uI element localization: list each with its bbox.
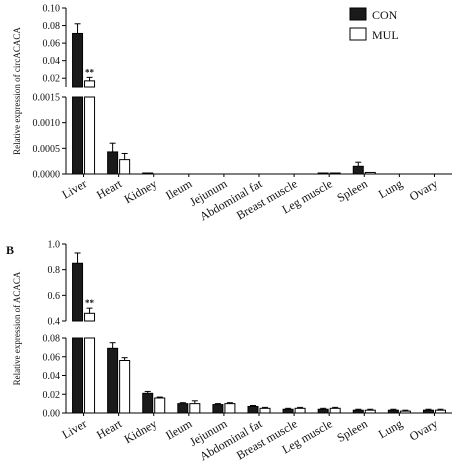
significance-marker: ** (85, 298, 95, 308)
bar-mul (434, 409, 446, 414)
y-tick-label: 0.0010 (33, 118, 61, 129)
bar-con (142, 392, 154, 414)
bar-mul (259, 407, 271, 414)
bar-mul (329, 172, 341, 175)
bar-con (282, 408, 294, 414)
y-tick-label: 0.02 (43, 74, 61, 85)
y-tick-label: 0.0015 (33, 93, 61, 104)
x-tick-label: Ovary (407, 416, 440, 443)
x-tick-label: Lung (376, 416, 405, 441)
bar-con (387, 409, 399, 414)
y-tick-label: 0.8 (48, 265, 61, 276)
y-tick-label: 0.00 (43, 409, 61, 420)
y-tick-label: 0.08 (43, 334, 61, 345)
bar-con (72, 96, 84, 175)
x-tick-label: Spleen (334, 176, 369, 204)
significance-marker: ** (85, 67, 95, 77)
legend-swatch-mul (349, 27, 367, 41)
x-tick-label: Liver (60, 176, 90, 201)
bar-mul (84, 337, 96, 414)
bar-con (317, 172, 329, 175)
bar-con (72, 337, 84, 414)
bar-con (107, 347, 119, 414)
x-tick-label: Kidney (122, 416, 160, 446)
y-tick-label: 0.04 (43, 371, 61, 382)
panel-b: B 0.00 0.02 0.04 0.06 0.08 0.4 0.6 0.8 1.0 Relativ… (6, 240, 452, 463)
bar-con (177, 403, 189, 414)
y-tick-label: 0.06 (43, 352, 61, 363)
x-tick-label: Spleen (334, 416, 369, 444)
bar-mul (119, 159, 131, 175)
bar-mul (119, 360, 131, 414)
legend-label-con: CON (372, 8, 398, 22)
bar-con (212, 404, 224, 414)
y-tick-label: 0.6 (48, 291, 61, 302)
bar-mul (364, 409, 376, 414)
bar-mul (399, 410, 411, 414)
bar-mul (189, 403, 201, 414)
bar-mul (294, 407, 306, 414)
bar-mul (364, 171, 376, 175)
y-axis-label: Relative expression of circACACA (12, 27, 22, 155)
bar-con (317, 408, 329, 414)
legend-label-mul: MUL (372, 28, 399, 42)
y-tick-label: 0.04 (43, 56, 61, 67)
bar-mul (154, 397, 166, 414)
y-tick-label: 0.08 (43, 21, 61, 32)
y-tick-label: 0.0005 (33, 144, 61, 155)
bar-con-upper (72, 262, 84, 322)
x-tick-label: Liver (60, 416, 90, 441)
panel-a: 0.0000 0.0005 0.0010 0.0015 0.02 0.04 0.06 0.08… (12, 4, 452, 223)
y-tick-label: 1.0 (48, 240, 61, 251)
y-tick-label: 0.02 (43, 390, 61, 401)
x-tick-label: Heart (94, 416, 125, 442)
bar-mul-upper (84, 312, 96, 322)
bar-con-upper (72, 32, 84, 88)
x-tick-label: Heart (94, 176, 125, 202)
bar-con (247, 405, 259, 414)
bar-con (352, 409, 364, 414)
bar-con (352, 165, 364, 175)
bar-con (422, 409, 434, 414)
x-tick-label: Lung (376, 176, 405, 201)
y-tick-label: 0.10 (43, 4, 61, 15)
legend-swatch-con (349, 7, 367, 21)
bar-mul-upper (84, 80, 96, 88)
panel-label: B (6, 243, 14, 257)
y-tick-label: 0.0000 (33, 170, 61, 181)
bar-con (142, 172, 154, 175)
x-tick-label: Ovary (407, 176, 440, 203)
y-tick-label: 0.4 (48, 317, 61, 328)
bar-mul (329, 407, 341, 414)
x-tick-label: Kidney (122, 176, 160, 206)
bar-con (107, 151, 119, 175)
bar-mul (224, 403, 236, 414)
y-tick-label: 0.06 (43, 39, 61, 50)
y-axis-label: Relative expression of ACACA (12, 271, 22, 385)
bar-mul (84, 96, 96, 175)
